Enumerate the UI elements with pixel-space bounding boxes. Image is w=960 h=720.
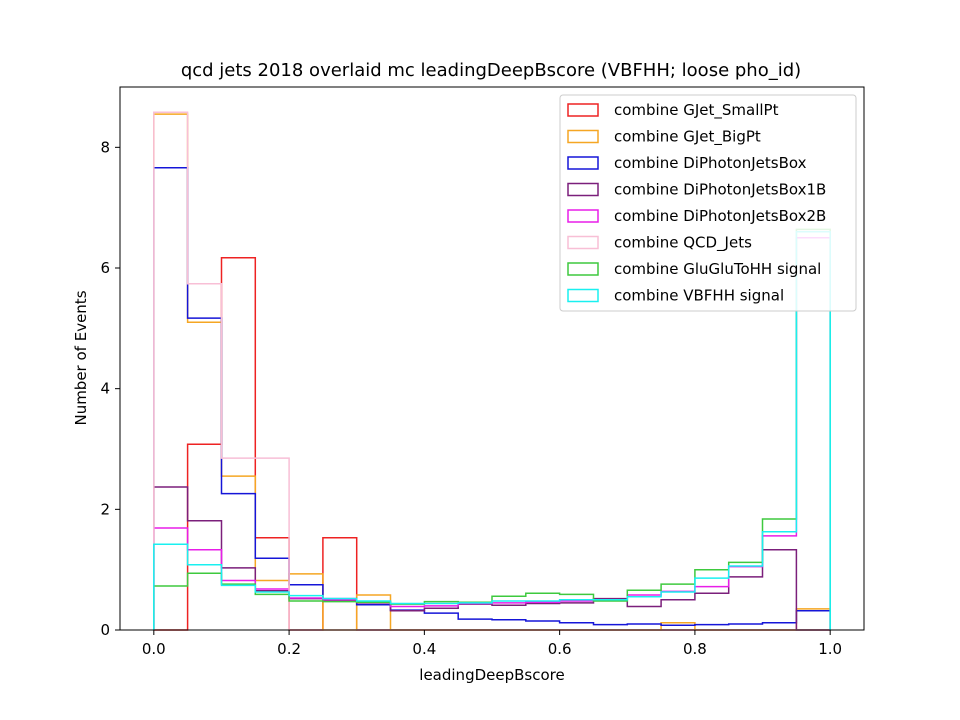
x-axis-ticks: 0.0 0.2 0.4 0.6 0.8 1.0 bbox=[142, 630, 842, 658]
x-tick-label: 0.2 bbox=[277, 640, 301, 658]
y-tick-label: 4 bbox=[100, 380, 110, 398]
x-tick-label: 0.0 bbox=[142, 640, 166, 658]
legend-swatch-3 bbox=[567, 156, 599, 170]
legend-entry-8: combine VBFHH signal bbox=[614, 287, 784, 305]
legend-swatch-5 bbox=[567, 209, 599, 223]
legend-box bbox=[559, 94, 857, 312]
y-tick-label: 8 bbox=[100, 138, 110, 156]
y-axis-ticks: 0 2 4 6 8 bbox=[100, 138, 120, 639]
x-tick-label: 0.8 bbox=[683, 640, 707, 658]
legend-swatch-4 bbox=[567, 182, 599, 197]
y-axis-label: Number of Events bbox=[72, 290, 90, 425]
chart-title: qcd jets 2018 overlaid mc leadingDeepBsc… bbox=[181, 60, 801, 81]
series-line-8 bbox=[153, 231, 831, 630]
legend-swatch-8 bbox=[567, 288, 599, 303]
legend-entry-4: combine DiPhotonJetsBox1B bbox=[614, 181, 826, 199]
legend-swatch-7 bbox=[567, 262, 599, 276]
x-tick-label: 1.0 bbox=[818, 640, 842, 658]
legend-swatch-2 bbox=[567, 129, 599, 144]
legend-entry-6: combine QCD_Jets bbox=[614, 234, 752, 253]
x-tick-label: 0.6 bbox=[548, 640, 572, 658]
legend-entry-3: combine DiPhotonJetsBox bbox=[614, 154, 807, 172]
legend-entry-1: combine GJet_SmallPt bbox=[614, 101, 779, 120]
series-line-3 bbox=[153, 167, 831, 630]
legend-swatch-1 bbox=[567, 103, 599, 117]
x-axis-label: leadingDeepBscore bbox=[419, 666, 564, 684]
y-tick-label: 6 bbox=[100, 259, 110, 277]
plot-frame bbox=[119, 86, 865, 631]
legend-entry-5: combine DiPhotonJetsBox2B bbox=[614, 207, 826, 225]
legend-entry-2: combine GJet_BigPt bbox=[614, 128, 761, 147]
legend-swatch-6 bbox=[567, 235, 599, 250]
y-tick-label: 2 bbox=[100, 500, 110, 518]
y-tick-label: 0 bbox=[100, 621, 110, 639]
x-tick-label: 0.4 bbox=[412, 640, 436, 658]
legend-entry-7: combine GluGluToHH signal bbox=[614, 260, 821, 278]
